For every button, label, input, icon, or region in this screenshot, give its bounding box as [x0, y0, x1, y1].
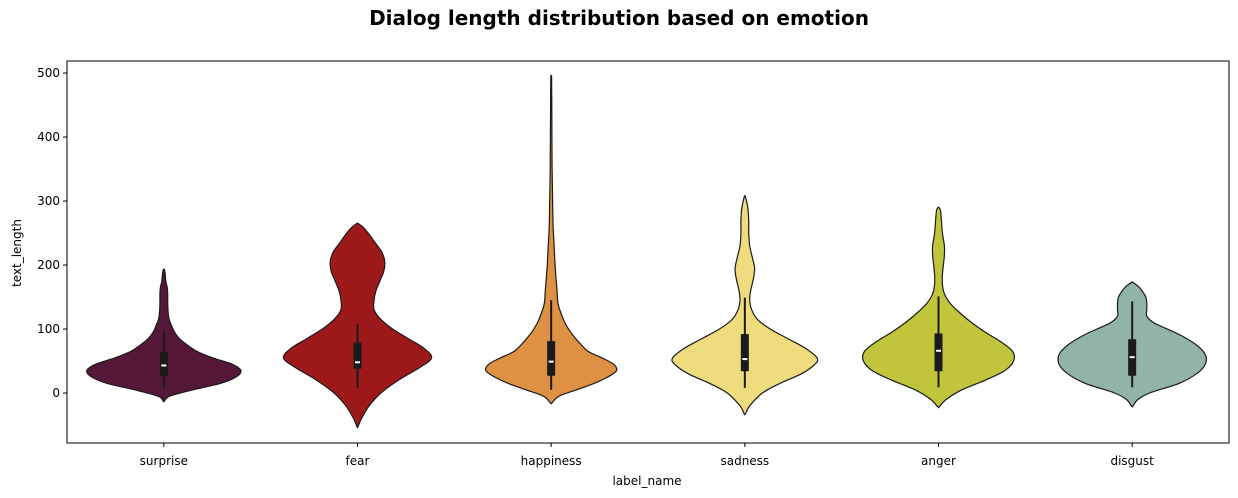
x-axis-label: label_name: [612, 474, 681, 488]
x-tick-label-sadness: sadness: [720, 454, 769, 468]
x-tick-label-disgust: disgust: [1110, 454, 1154, 468]
x-tick-label-fear: fear: [346, 454, 370, 468]
x-axis: surprise fear happiness sadness anger disgust: [140, 443, 1154, 468]
x-tick-label-anger: anger: [921, 454, 956, 468]
y-tick-label: 100: [37, 322, 60, 336]
y-axis-label: text_length: [10, 219, 24, 287]
violins-layer: [86, 74, 1208, 429]
iqr-box-anger: [934, 333, 943, 372]
y-tick-label: 500: [37, 66, 60, 80]
x-tick-label-happiness: happiness: [521, 454, 582, 468]
iqr-box-surprise: [159, 352, 168, 376]
y-tick-label: 200: [37, 258, 60, 272]
iqr-box-sadness: [740, 334, 749, 372]
y-tick-label: 300: [37, 194, 60, 208]
plot-frame: [66, 60, 1230, 444]
chart-title: Dialog length distribution based on emot…: [369, 6, 869, 30]
y-axis: 0 100 200 300 400 500: [37, 66, 67, 400]
y-tick-label: 400: [37, 130, 60, 144]
iqr-box-fear: [353, 342, 362, 369]
x-tick-label-surprise: surprise: [140, 454, 188, 468]
y-tick-label: 0: [52, 386, 60, 400]
violin-happiness: [484, 74, 618, 405]
iqr-box-happiness: [547, 341, 556, 376]
